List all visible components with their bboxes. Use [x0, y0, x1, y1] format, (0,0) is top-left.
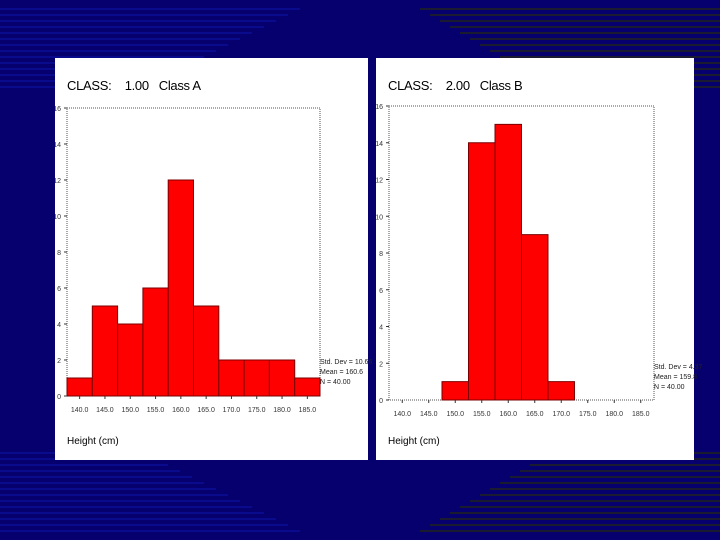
y-tick-label: 12: [376, 178, 383, 185]
x-tick-label: 175.0: [248, 407, 266, 414]
histogram-bar: [494, 123, 522, 401]
x-tick-label: 155.0: [473, 411, 491, 418]
x-tick-label: 180.0: [605, 411, 623, 418]
x-tick-label: 185.0: [299, 407, 317, 414]
y-tick-label: 2: [379, 361, 383, 368]
x-tick-label: 160.0: [499, 411, 517, 418]
histogram-bar: [66, 377, 93, 397]
histogram-bar: [193, 305, 220, 397]
x-tick-label: 165.0: [197, 407, 215, 414]
histogram-bar: [91, 305, 119, 397]
y-tick-label: 10: [376, 214, 383, 221]
x-tick-label: 185.0: [632, 411, 650, 418]
y-tick-label: 4: [379, 325, 383, 332]
stats-box: Std. Dev = 4.37 Mean = 159.8 N = 40.00: [654, 363, 702, 393]
histogram-bar: [117, 323, 144, 397]
histogram-bar: [521, 234, 549, 401]
x-tick-label: 180.0: [273, 407, 291, 414]
y-tick-label: 10: [55, 214, 61, 221]
y-tick-label: 4: [57, 322, 61, 329]
y-tick-label: 14: [376, 141, 383, 148]
stat-std-dev: Std. Dev = 10.66: [320, 359, 373, 366]
stat-n: N = 40.00: [320, 379, 351, 386]
histogram-bar: [243, 359, 270, 397]
histogram-chart-class-a: 0 2 4 6 8 10 12 14 16 140.0 145.0 150.0 155.0 160.0 16…: [55, 106, 321, 414]
histogram-bar: [294, 377, 321, 397]
y-tick-label: 16: [55, 106, 61, 113]
y-tick-label: 2: [57, 358, 61, 365]
chart-title: CLASS: 2.00 Class B: [388, 78, 523, 93]
x-tick-label: 155.0: [147, 407, 165, 414]
y-tick-label: 14: [55, 142, 61, 149]
stat-n: N = 40.00: [654, 384, 685, 391]
x-tick-label: 145.0: [420, 411, 438, 418]
histogram-bar: [167, 179, 194, 397]
x-tick-label: 170.0: [552, 411, 570, 418]
y-tick-label: 6: [57, 286, 61, 293]
x-tick-label: 170.0: [223, 407, 241, 414]
histogram-bar: [268, 359, 296, 397]
x-tick-label: 165.0: [526, 411, 544, 418]
histogram-bar: [547, 381, 575, 401]
histogram-bar: [441, 381, 469, 401]
x-tick-label: 160.0: [172, 407, 190, 414]
x-tick-label: 140.0: [393, 411, 411, 418]
histogram-bar: [142, 287, 169, 397]
y-tick-label: 0: [379, 398, 383, 405]
chart-title: CLASS: 1.00 Class A: [67, 78, 201, 93]
y-tick-label: 0: [57, 394, 61, 401]
stat-mean: Mean = 160.6: [320, 369, 364, 376]
x-tick-label: 140.0: [71, 407, 89, 414]
y-tick-label: 12: [55, 178, 61, 185]
histogram-panel-class-b: 0 2 4 6 8 10 12 14 16 140.0 145.0 150.0 155.0 160.0 16…: [376, 58, 702, 460]
y-tick-label: 8: [57, 250, 61, 257]
x-tick-label: 150.0: [121, 407, 139, 414]
stat-mean: Mean = 159.8: [654, 374, 698, 381]
x-tick-label: 145.0: [96, 407, 114, 414]
y-tick-label: 16: [376, 104, 383, 111]
y-tick-label: 8: [379, 251, 383, 258]
x-axis-label: Height (cm): [388, 436, 440, 447]
histogram-bar: [218, 359, 245, 397]
x-axis-label: Height (cm): [67, 436, 119, 447]
histogram-panel-class-a: 0 2 4 6 8 10 12 14 16 140.0 145.0 150.0 155.0 160.0 16…: [55, 58, 372, 460]
x-tick-label: 175.0: [579, 411, 597, 418]
stat-std-dev: Std. Dev = 4.37: [654, 364, 703, 371]
y-tick-label: 6: [379, 288, 383, 295]
stats-box: Std. Dev = 10.66 Mean = 160.6 N = 40.00: [320, 358, 372, 388]
histogram-chart-class-b: 0 2 4 6 8 10 12 14 16 140.0 145.0 150.0 155.0 160.0 16…: [376, 104, 655, 418]
x-tick-label: 150.0: [446, 411, 464, 418]
histogram-bar: [468, 142, 496, 401]
